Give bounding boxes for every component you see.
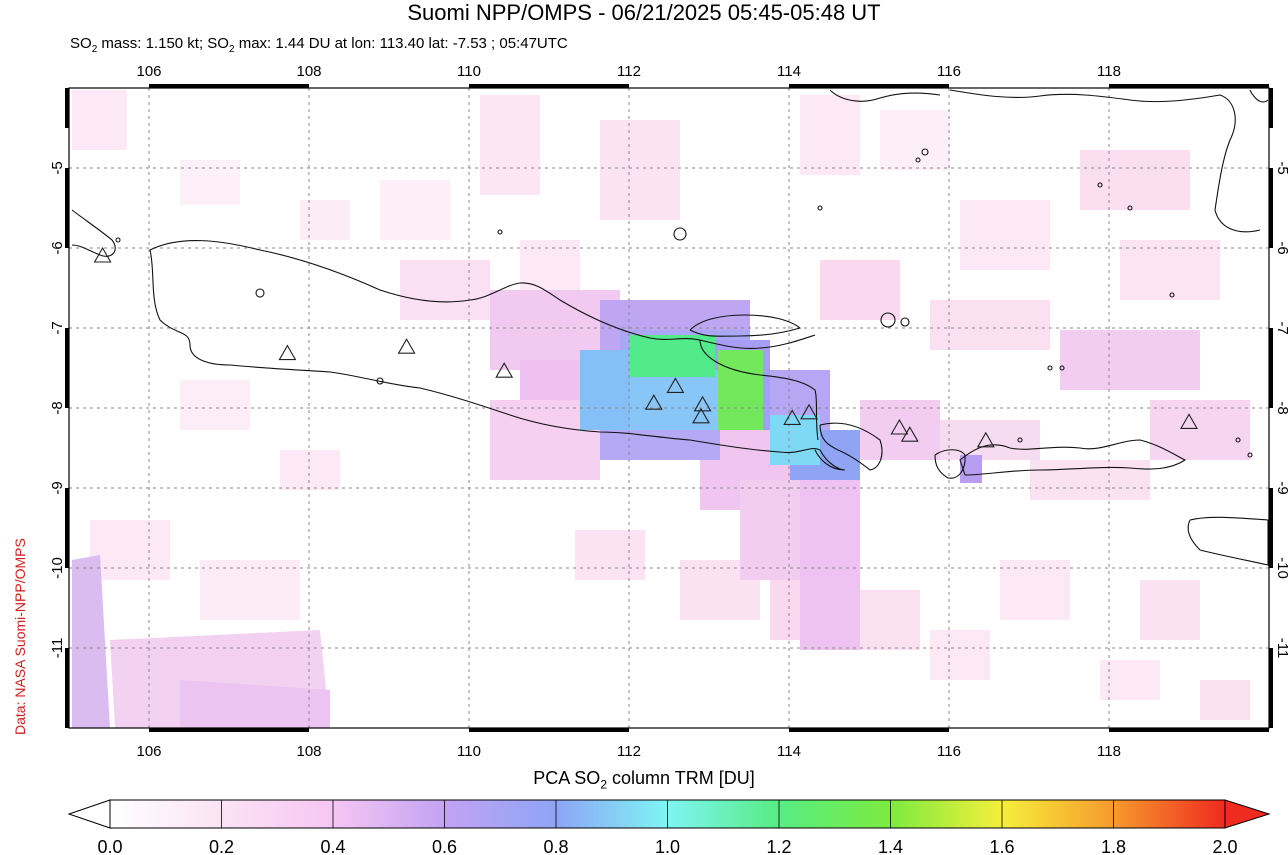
frame-bar-left — [65, 488, 69, 568]
lat-tick-right: -5 — [1274, 161, 1288, 174]
frame-bar-right — [1269, 648, 1273, 728]
colorbar-tick-label: 0.4 — [320, 837, 345, 855]
lon-tick-top: 114 — [777, 63, 801, 80]
lat-tick-left: -6 — [49, 241, 66, 254]
volcano-icon — [1180, 413, 1198, 429]
so2-pixel-field — [72, 90, 1250, 728]
volcano-icon — [644, 394, 663, 410]
colorbar-label: PCA SO2 column TRM [DU] — [533, 768, 755, 792]
frame-bar-top — [469, 84, 629, 88]
frame-bar-top — [149, 84, 309, 88]
lon-tick-top: 118 — [1097, 63, 1121, 80]
lat-tick-right: -10 — [1274, 557, 1288, 579]
volcano-icon — [397, 338, 416, 354]
lon-tick-bottom: 108 — [296, 743, 321, 760]
colorbar-tick-label: 1.6 — [989, 837, 1014, 855]
colorbar-tick-label: 2.0 — [1212, 837, 1237, 855]
frame-bar-right — [1269, 488, 1273, 568]
frame-bar-left — [65, 328, 69, 408]
lat-tick-left: -11 — [49, 638, 66, 659]
volcano-icon — [666, 377, 685, 393]
volcano-icon — [692, 407, 710, 424]
frame-tick-bars — [65, 84, 1273, 732]
frame-bar-top — [789, 84, 949, 88]
volcano-markers — [93, 246, 1198, 448]
frame-bar-bottom — [1109, 728, 1269, 732]
frame-bar-right — [1269, 88, 1273, 128]
frame-bar-bottom — [789, 728, 949, 732]
frame-bar-left — [65, 88, 69, 128]
colorbar-tick-label: 1.0 — [655, 837, 680, 855]
lat-tick-left: -9 — [49, 481, 66, 494]
lon-tick-bottom: 106 — [136, 743, 161, 760]
volcano-icon — [93, 246, 112, 263]
volcano-icon — [800, 403, 818, 420]
colorbar-tick-label: 1.4 — [878, 837, 903, 855]
axis-labels: 106 106 108 108 110 110 112 112 114 114 116 116 118 1… — [49, 63, 1288, 760]
lat-tick-left: -8 — [49, 401, 66, 414]
volcano-icon — [783, 409, 802, 425]
lat-tick-left: -5 — [49, 161, 66, 174]
lon-tick-bottom: 118 — [1097, 743, 1121, 760]
map-gridlines — [69, 88, 1269, 728]
lon-tick-top: 116 — [937, 63, 961, 80]
lon-tick-bottom: 114 — [777, 743, 801, 760]
frame-bar-right — [1269, 328, 1273, 408]
volcano-icon — [278, 344, 297, 361]
frame-bar-top — [1109, 84, 1269, 88]
lat-tick-right: -6 — [1274, 241, 1288, 254]
lat-tick-right: -9 — [1274, 481, 1288, 494]
colorbar-tick-label: 1.2 — [766, 837, 791, 855]
lat-tick-right: -7 — [1274, 321, 1288, 334]
lon-tick-bottom: 110 — [457, 743, 481, 760]
colorbar-tick-label: 0.6 — [432, 837, 457, 855]
lon-tick-top: 112 — [617, 63, 641, 80]
frame-bar-bottom — [469, 728, 629, 732]
volcano-icon — [890, 418, 909, 435]
lon-tick-top: 108 — [296, 63, 321, 80]
frame-bar-left — [65, 648, 69, 728]
frame-bar-right — [1269, 168, 1273, 248]
lon-tick-top: 106 — [136, 63, 161, 80]
colorbar-tick-label: 1.8 — [1101, 837, 1126, 855]
colorbar-tick-label: 0.8 — [543, 837, 568, 855]
frame-bar-bottom — [149, 728, 309, 732]
lon-tick-bottom: 112 — [617, 743, 641, 760]
colorbar: 0.0 0.2 0.4 0.6 0.8 1.0 1.2 1.4 1.6 1.8 2.0 — [67, 799, 1271, 855]
lat-tick-left: -10 — [49, 557, 66, 579]
volcano-icon — [900, 426, 919, 442]
colorbar-tick-label: 0.0 — [97, 837, 122, 855]
coastline — [71, 89, 1269, 566]
lat-tick-right: -11 — [1274, 638, 1288, 659]
volcano-icon — [495, 362, 514, 378]
volcano-icon — [976, 431, 995, 448]
lat-tick-left: -7 — [49, 321, 66, 334]
lon-tick-top: 110 — [457, 63, 481, 80]
frame-bar-left — [65, 168, 69, 248]
lon-tick-bottom: 116 — [937, 743, 961, 760]
colorbar-tick-label: 0.2 — [209, 837, 234, 855]
so2-summary: SO2 mass: 1.150 kt; SO2 max: 1.44 DU at … — [70, 35, 568, 55]
map-title: Suomi NPP/OMPS - 06/21/2025 05:45-05:48 … — [407, 0, 881, 25]
lat-tick-right: -8 — [1274, 401, 1288, 414]
